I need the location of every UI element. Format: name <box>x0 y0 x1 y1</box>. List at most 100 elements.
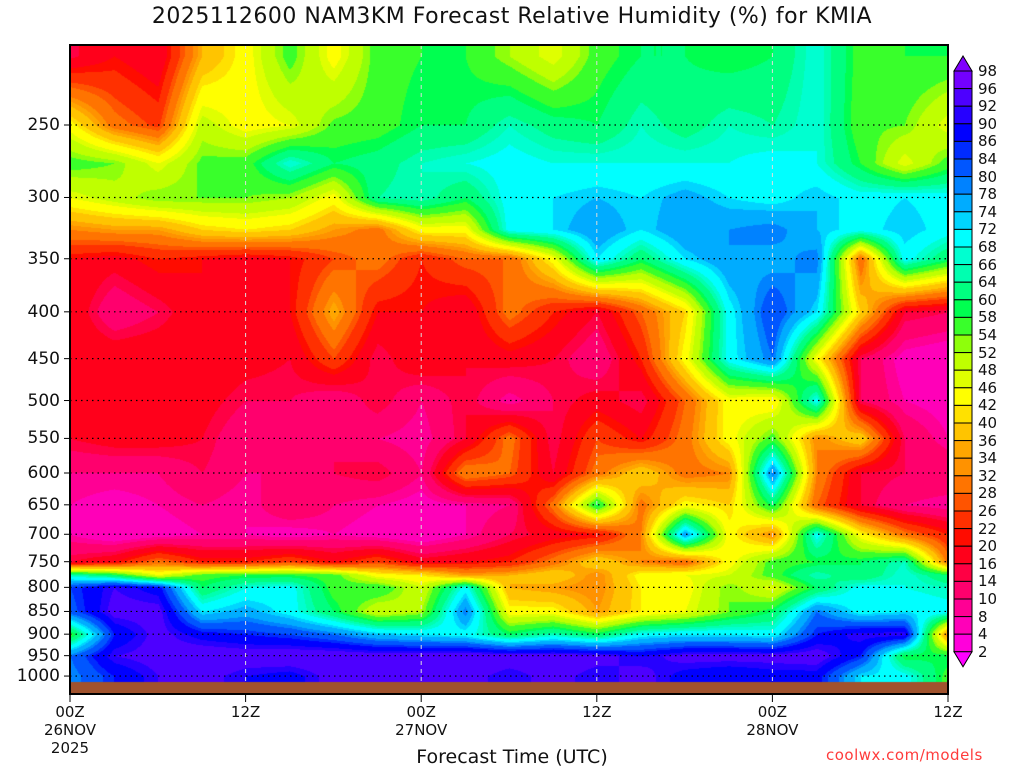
x-tick-label: 28NOV <box>746 721 799 739</box>
colorbar-label: 92 <box>978 97 998 116</box>
colorbar-box <box>953 88 973 107</box>
colorbar-box <box>953 440 973 459</box>
colorbar-box <box>953 387 973 406</box>
rh-contour-field <box>70 45 948 694</box>
y-tick-label: 400 <box>27 301 60 322</box>
x-tick-label: 12Z <box>230 703 261 721</box>
y-tick-label: 1000 <box>16 666 60 687</box>
colorbar-label: 28 <box>978 484 998 503</box>
y-tick-label: 350 <box>27 248 60 269</box>
colorbar-box <box>953 228 973 248</box>
colorbar-label: 22 <box>978 519 998 538</box>
x-tick-label: 2025 <box>50 739 90 757</box>
colorbar-label: 80 <box>978 167 998 186</box>
chart-title: 2025112600 NAM3KM Forecast Relative Humi… <box>151 4 873 29</box>
colorbar-label: 40 <box>978 414 998 432</box>
colorbar-label: 2 <box>978 642 988 661</box>
colorbar-top-arrow <box>953 55 973 72</box>
colorbar-label: 16 <box>978 554 998 573</box>
colorbar-box <box>953 510 973 530</box>
colorbar-label: 14 <box>978 572 998 591</box>
colorbar-label: 98 <box>978 62 998 80</box>
colorbar-label: 78 <box>978 185 998 204</box>
y-tick-label: 800 <box>27 577 60 598</box>
colorbar-box <box>953 193 973 213</box>
y-tick-label: 950 <box>27 645 60 666</box>
colorbar-label: 34 <box>978 449 998 468</box>
colorbar-box <box>953 598 973 618</box>
colorbar-box <box>953 211 973 230</box>
y-tick-label: 900 <box>27 624 60 645</box>
colorbar-label: 58 <box>978 308 998 327</box>
colorbar-box <box>953 158 973 178</box>
credit-link[interactable]: coolwx.com/models <box>826 746 983 764</box>
x-axis-title: Forecast Time (UTC) <box>416 746 608 768</box>
colorbar-box <box>953 633 973 653</box>
colorbar-label: 60 <box>978 290 998 309</box>
colorbar-box <box>953 492 973 512</box>
x-tick-label: 27NOV <box>395 721 448 739</box>
plot-frame <box>69 44 949 695</box>
colorbar-label: 66 <box>978 255 998 274</box>
colorbar-box <box>953 176 973 195</box>
colorbar-box <box>953 528 973 547</box>
colorbar-box <box>953 140 973 160</box>
colorbar-label: 20 <box>978 537 998 556</box>
colorbar-label: 64 <box>978 273 998 292</box>
colorbar-label: 96 <box>978 79 998 98</box>
y-tick-label: 300 <box>27 187 60 208</box>
colorbar-label: 32 <box>978 466 998 485</box>
colorbar-box <box>953 123 973 142</box>
colorbar-box <box>953 563 973 582</box>
colorbar-box <box>953 246 973 266</box>
x-tick-label: 12Z <box>933 703 963 721</box>
colorbar-box <box>953 422 973 442</box>
y-tick-label: 500 <box>27 390 60 411</box>
colorbar-box <box>953 475 973 494</box>
x-tick-label: 26NOV <box>43 721 97 739</box>
colorbar-box <box>953 369 973 389</box>
y-tick-label: 750 <box>27 551 60 572</box>
colorbar-label: 10 <box>978 590 998 608</box>
colorbar-box <box>953 281 973 301</box>
colorbar-label: 74 <box>978 202 998 221</box>
colorbar-box <box>953 404 973 424</box>
colorbar-box <box>953 105 973 125</box>
colorbar-box <box>953 316 973 336</box>
colorbar-box <box>953 70 973 90</box>
colorbar-label: 4 <box>978 625 988 644</box>
colorbar-label: 52 <box>978 343 998 362</box>
y-tick-label: 850 <box>27 601 60 622</box>
colorbar-label: 36 <box>978 431 998 450</box>
colorbar-box <box>953 545 973 565</box>
colorbar-label: 42 <box>978 396 998 415</box>
colorbar-box <box>953 580 973 600</box>
colorbar-box <box>953 299 973 318</box>
x-tick-label: 00Z <box>406 703 436 721</box>
colorbar-label: 68 <box>978 238 998 256</box>
x-tick-label: 12Z <box>582 703 612 721</box>
colorbar-label: 8 <box>978 607 988 626</box>
colorbar-label: 84 <box>978 150 998 168</box>
colorbar-label: 26 <box>978 502 998 520</box>
colorbar-box <box>953 616 973 635</box>
colorbar-label: 86 <box>978 132 998 151</box>
y-tick-label: 250 <box>27 115 60 135</box>
colorbar-box <box>953 264 973 283</box>
y-tick-label: 650 <box>27 494 60 515</box>
colorbar-box <box>953 352 973 371</box>
x-tick-label: 00Z <box>55 703 85 721</box>
colorbar-box <box>953 334 973 354</box>
colorbar-label: 46 <box>978 378 998 397</box>
colorbar-label: 54 <box>978 326 998 344</box>
colorbar-box <box>953 457 973 477</box>
colorbar-label: 48 <box>978 361 998 380</box>
x-tick-label: 00Z <box>757 703 788 721</box>
colorbar-label: 90 <box>978 114 998 133</box>
y-tick-label: 600 <box>27 462 60 483</box>
colorbar-bottom-arrow <box>953 651 973 668</box>
y-tick-label: 550 <box>27 428 60 449</box>
y-tick-label: 450 <box>27 348 60 369</box>
colorbar-label: 72 <box>978 220 998 239</box>
